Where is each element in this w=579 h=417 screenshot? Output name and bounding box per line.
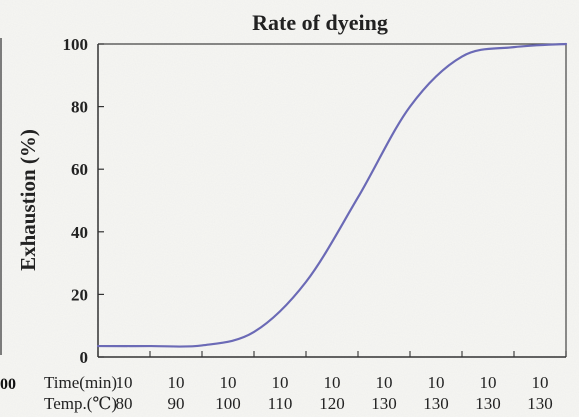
x-group-time-label: 10 [480, 373, 497, 392]
x-axis-ticks [97, 351, 567, 357]
y-tick-label: 60 [71, 160, 88, 179]
y-axis-label: Exhaustion (%) [16, 129, 40, 271]
x-group-temp-label: 100 [215, 394, 241, 413]
x-group-temp-label: 80 [116, 394, 133, 413]
x-group-time-label: 10 [116, 373, 133, 392]
x-group-temp-label: 130 [423, 394, 449, 413]
x-group-time-label: 10 [272, 373, 289, 392]
chart-title: Rate of dyeing [252, 10, 388, 35]
x-axis-group-labels: 10 80 10 90 10 100 10 110 10 120 10 130 10 130 10 130 10… [116, 373, 553, 413]
left-panel-cropped-tick: 00 [0, 376, 16, 393]
x-group-time-label: 10 [324, 373, 341, 392]
x-group-time-label: 10 [376, 373, 393, 392]
y-axis-ticks: 0 20 40 60 80 100 [63, 35, 104, 367]
x-group-temp-label: 110 [268, 394, 293, 413]
y-tick-label: 20 [71, 285, 88, 304]
y-tick-label: 0 [80, 348, 89, 367]
exhaustion-curve [96, 42, 568, 348]
x-group-time-label: 10 [532, 373, 549, 392]
x-group-temp-label: 130 [527, 394, 553, 413]
y-tick-label: 40 [71, 223, 88, 242]
x-group-temp-label: 90 [168, 394, 185, 413]
x-group-temp-label: 130 [371, 394, 397, 413]
x-row-label-time: Time(min) [44, 373, 117, 392]
y-tick-label: 100 [63, 35, 89, 54]
x-group-temp-label: 120 [319, 394, 345, 413]
x-group-time-label: 10 [428, 373, 445, 392]
x-group-time-label: 10 [220, 373, 237, 392]
x-group-temp-label: 130 [475, 394, 501, 413]
x-group-time-label: 10 [168, 373, 185, 392]
y-tick-label: 80 [71, 98, 88, 117]
x-row-label-temp: Temp.(℃) [44, 394, 117, 413]
